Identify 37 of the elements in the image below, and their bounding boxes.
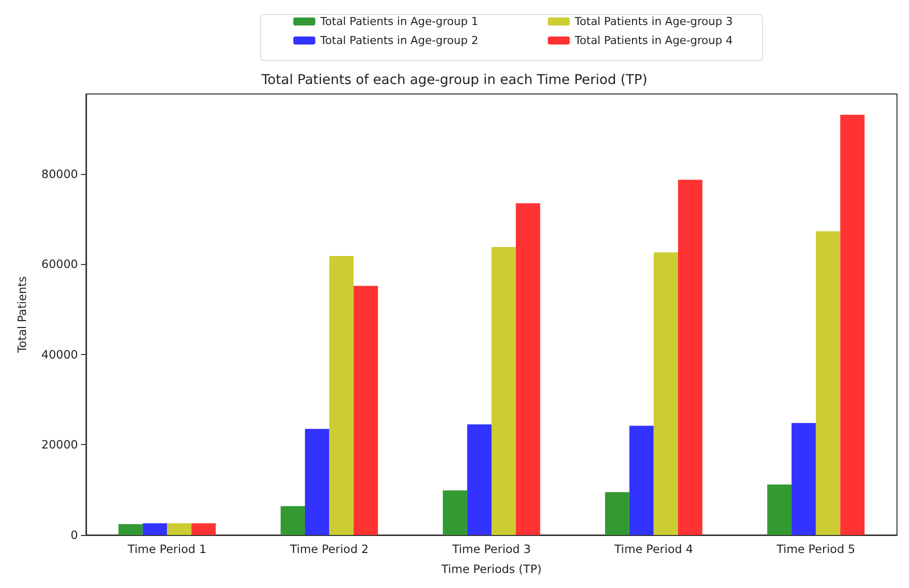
bar	[191, 523, 216, 535]
y-tick-label: 0	[70, 528, 78, 542]
bar	[280, 506, 305, 535]
y-tick-label: 20000	[41, 438, 78, 452]
bar	[167, 523, 192, 535]
bar	[304, 428, 330, 535]
chart-title: Total Patients of each age-group in each Time Period (TP)	[260, 72, 648, 88]
y-tick-label: 80000	[41, 166, 78, 181]
x-tick-label: Time Period 1	[126, 542, 206, 556]
y-axis-title: Total Patients	[15, 276, 29, 354]
bar	[629, 426, 654, 535]
x-tick-label: Time Period 3	[451, 542, 531, 556]
bar	[329, 256, 354, 535]
bar	[654, 252, 678, 535]
bar	[792, 423, 816, 535]
y-tick-label: 60000	[41, 257, 78, 272]
x-axis-title: Time Periods (TP)	[440, 562, 542, 576]
bar	[678, 180, 702, 535]
bar	[767, 484, 792, 535]
legend-label: Total Patients in Age-group 3	[574, 15, 733, 28]
x-tick-label: Time Period 5	[776, 542, 856, 556]
x-tick-label: Time Period 2	[288, 542, 369, 556]
legend-label: Total Patients in Age-group 4	[574, 34, 733, 47]
bar	[142, 523, 168, 535]
bar	[354, 286, 378, 535]
bar	[840, 114, 865, 535]
legend-label: Total Patients in Age-group 2	[319, 34, 478, 47]
x-tick-label: Time Period 4	[613, 542, 694, 556]
y-tick-label: 40000	[41, 347, 78, 362]
bar	[467, 424, 492, 535]
bar	[816, 231, 840, 535]
bar	[492, 247, 516, 535]
bar	[118, 524, 143, 535]
bar	[605, 492, 630, 535]
bar	[516, 203, 540, 535]
legend-label: Total Patients in Age-group 1	[319, 15, 478, 28]
bar	[442, 490, 468, 535]
